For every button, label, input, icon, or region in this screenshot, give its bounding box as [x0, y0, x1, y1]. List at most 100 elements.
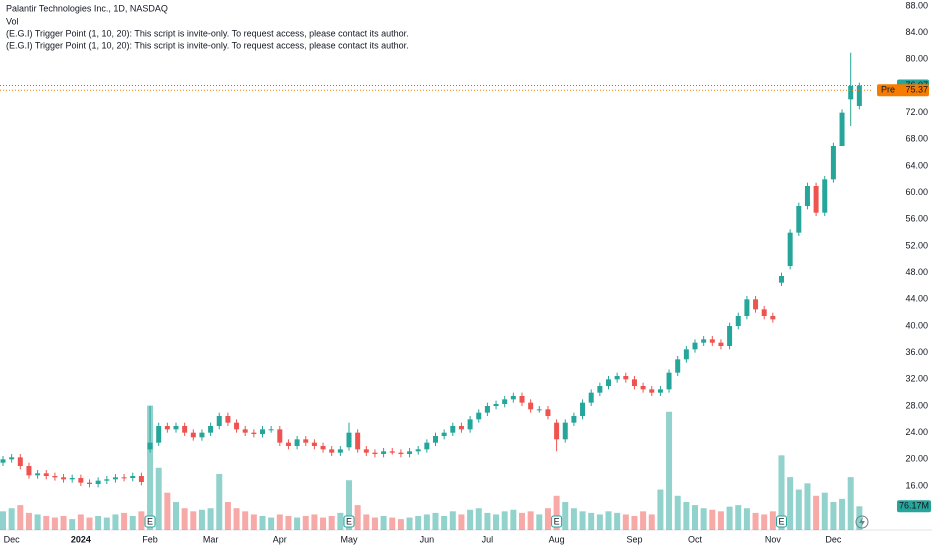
y-tick-label: 56.00: [905, 214, 928, 224]
candle-body: [856, 85, 862, 106]
candle-body: [588, 392, 594, 403]
volume-bar: [467, 509, 474, 530]
candle-body: [433, 436, 438, 443]
volume-bar: [709, 509, 716, 530]
candle-body: [666, 372, 672, 390]
candle-body: [130, 476, 136, 478]
candle-body: [580, 402, 586, 416]
candle-body: [147, 442, 153, 450]
volume-bar: [510, 509, 517, 530]
volume-bar: [847, 477, 854, 530]
volume-bar: [717, 511, 724, 530]
volume-bar: [371, 517, 378, 530]
volume-bar: [631, 516, 638, 530]
volume-bar: [164, 492, 171, 530]
x-tick-label: Aug: [549, 534, 565, 544]
volume-bar: [138, 511, 145, 530]
volume-bar: [173, 502, 179, 530]
candle-body: [614, 376, 620, 380]
volume-bar: [25, 512, 32, 530]
candle-body: [657, 389, 663, 393]
candle-body: [476, 412, 482, 420]
volume-bar: [743, 508, 750, 530]
pre-market-tag: Pre: [881, 85, 895, 95]
volume-bar: [640, 511, 647, 530]
legend-line: Vol: [6, 16, 19, 26]
volume-bar: [207, 508, 214, 530]
y-tick-label: 80.00: [905, 54, 928, 64]
earnings-marker: [343, 515, 355, 528]
candle-body: [61, 477, 67, 480]
volume-bar: [60, 516, 67, 530]
candle-body: [208, 426, 214, 433]
x-tick-label: Sep: [626, 534, 642, 544]
candle-body: [285, 442, 291, 446]
y-tick-label: 64.00: [905, 160, 928, 170]
volume-bar: [588, 512, 595, 530]
x-tick-label: Apr: [273, 534, 287, 544]
volume-bar: [769, 511, 776, 530]
volume-bar: [337, 512, 344, 530]
candle-body: [484, 406, 490, 413]
candle-body: [104, 479, 110, 481]
volume-bar: [112, 514, 119, 530]
x-tick-label: 2024: [71, 534, 91, 544]
volume-bar: [622, 514, 629, 530]
candle-body: [848, 86, 854, 100]
candle-body: [234, 422, 240, 430]
pre-market-box: [877, 84, 929, 97]
candle-body: [727, 326, 733, 346]
y-tick-label: 32.00: [905, 374, 928, 384]
candle-body: [545, 409, 551, 416]
volume-bar: [683, 502, 690, 530]
candle-body: [242, 429, 248, 433]
candle-body: [450, 426, 456, 433]
volume-bar: [570, 508, 577, 530]
candle-body: [346, 432, 352, 448]
volume-bar: [752, 512, 759, 530]
candle-body: [398, 452, 404, 454]
y-tick-label: 48.00: [905, 267, 928, 277]
y-tick-label: 44.00: [905, 294, 928, 304]
volume-bar: [432, 512, 439, 530]
candle-body: [502, 399, 508, 404]
x-tick-label: Nov: [765, 534, 782, 544]
candle-body: [571, 416, 577, 423]
earnings-marker: [144, 515, 156, 528]
candle-body: [606, 379, 611, 386]
candle-body: [216, 416, 222, 426]
candle-body: [164, 426, 170, 430]
candle-body: [718, 342, 724, 346]
candle-body: [441, 432, 447, 436]
candle-body: [631, 379, 637, 386]
chart-title: Palantir Technologies Inc., 1D, NASDAQ: [6, 3, 168, 13]
volume-bar: [250, 514, 257, 530]
volume-bar: [674, 495, 681, 530]
candle-body: [458, 426, 464, 430]
volume-bar: [129, 516, 136, 530]
volume-bar: [77, 514, 84, 530]
volume-bar: [51, 517, 58, 530]
candle-body: [26, 466, 32, 476]
volume-bar: [527, 511, 534, 530]
candle-body: [493, 404, 499, 406]
volume-bar: [69, 519, 76, 530]
x-tick-label: Mar: [203, 534, 219, 544]
candle-body: [294, 439, 300, 446]
candle-body: [675, 359, 681, 373]
pre-market-label: 75.37: [905, 85, 928, 95]
candle-body: [225, 416, 231, 423]
candle-body: [804, 186, 810, 206]
volume-bar: [839, 498, 846, 530]
earnings-label: E: [147, 516, 153, 526]
volume-bar: [692, 505, 698, 530]
x-tick-label: May: [340, 534, 358, 544]
y-tick-label: 40.00: [905, 320, 928, 330]
volume-bar: [830, 502, 837, 530]
volume-bar: [700, 508, 707, 530]
volume-bar: [320, 517, 327, 530]
volume-bar: [562, 502, 569, 530]
candle-body: [407, 451, 413, 454]
candle-body: [190, 432, 196, 438]
